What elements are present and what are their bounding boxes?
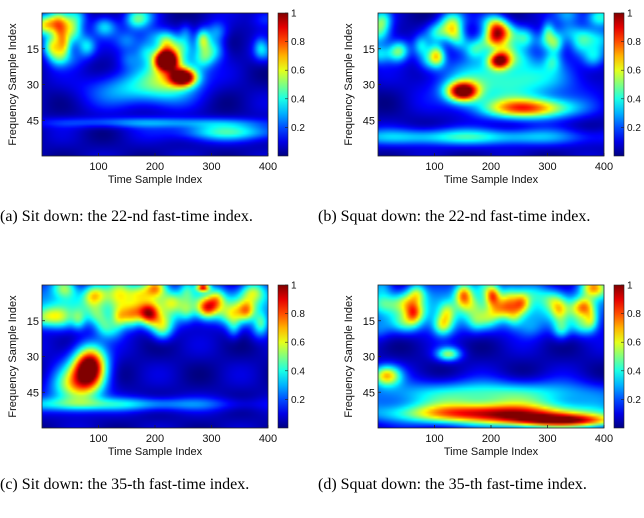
colorbar-tick-label: 1 <box>291 9 297 20</box>
colorbar-tick-label: 0.6 <box>627 66 641 77</box>
colorbar-tick-label: 0.2 <box>627 123 641 134</box>
caption-d: (d) Squat down: the 35-th fast-time inde… <box>318 476 587 493</box>
colorbar-tick-label: 0.8 <box>291 309 305 320</box>
x-tick-label: 300 <box>202 161 220 173</box>
colorbar-tick-label: 1 <box>291 281 297 292</box>
plot-frame <box>377 12 605 157</box>
colorbar <box>277 284 289 429</box>
colorbar-tick-label: 0.4 <box>627 366 641 377</box>
x-axis-label: Time Sample Index <box>108 174 203 186</box>
colorbar-tick-label: 0.8 <box>627 37 641 48</box>
x-tick-label: 200 <box>146 161 164 173</box>
x-tick-label: 300 <box>538 433 556 445</box>
y-tick-label: 45 <box>27 115 39 127</box>
colorbar-tick-label: 0.2 <box>291 395 305 406</box>
axes-a: 100 200 300 400 15 30 45 Time Sample Index Frequ… <box>7 9 305 187</box>
y-axis-label: Frequency Sample Index <box>7 23 19 146</box>
y-tick-label: 15 <box>27 316 39 328</box>
colorbar <box>613 12 625 157</box>
plot-frame <box>41 284 269 429</box>
x-tick-label: 100 <box>89 161 107 173</box>
y-axis-label: Frequency Sample Index <box>343 295 355 418</box>
y-tick-label: 30 <box>363 80 375 92</box>
y-tick-label: 15 <box>363 316 375 328</box>
subplot-d: 100 200 300 400 15 30 45 Time Sample Index Frequ… <box>336 280 644 475</box>
y-axis-label: Frequency Sample Index <box>7 295 19 418</box>
x-tick-label: 100 <box>89 433 107 445</box>
subplot-b: 100 200 300 400 15 30 45 Time Sample Index Frequ… <box>336 8 644 203</box>
plot-frame <box>377 284 605 429</box>
colorbar-tick-label: 0.4 <box>291 94 305 105</box>
y-tick-label: 30 <box>27 80 39 92</box>
heatmap-b <box>378 13 604 156</box>
x-tick-label: 200 <box>482 433 500 445</box>
colorbar-tick-label: 1 <box>627 9 633 20</box>
axes-b: 100 200 300 400 15 30 45 Time Sample Index Frequ… <box>343 9 641 187</box>
y-tick-label: 45 <box>27 387 39 399</box>
subplot-c: 100 200 300 400 15 30 45 Time Sample Index Frequ… <box>0 280 320 475</box>
x-tick-label: 400 <box>595 433 613 445</box>
y-axis-label: Frequency Sample Index <box>343 23 355 146</box>
colorbar-tick-label: 0.6 <box>291 66 305 77</box>
caption-c: (c) Sit down: the 35-th fast-time index. <box>0 476 250 493</box>
colorbar-tick-label: 0.6 <box>627 338 641 349</box>
heatmap-c <box>42 285 268 428</box>
x-tick-label: 300 <box>538 161 556 173</box>
x-tick-label: 100 <box>425 433 443 445</box>
x-tick-label: 400 <box>259 161 277 173</box>
colorbar-tick-label: 0.4 <box>291 366 305 377</box>
x-tick-label: 400 <box>595 161 613 173</box>
colorbar-tick-label: 0.8 <box>291 37 305 48</box>
colorbar-tick-label: 0.6 <box>291 338 305 349</box>
x-axis-label: Time Sample Index <box>444 446 539 458</box>
colorbar-tick-label: 1 <box>627 281 633 292</box>
y-tick-label: 30 <box>363 352 375 364</box>
x-axis-label: Time Sample Index <box>108 446 203 458</box>
colorbar-tick-label: 0.4 <box>627 94 641 105</box>
caption-b: (b) Squat down: the 22-nd fast-time inde… <box>318 208 591 225</box>
subplot-a: 100 200 300 400 15 30 45 Time Sample Index Frequ… <box>0 8 320 203</box>
x-tick-label: 400 <box>259 433 277 445</box>
x-tick-label: 200 <box>146 433 164 445</box>
axes-d: 100 200 300 400 15 30 45 Time Sample Index Frequ… <box>343 281 641 459</box>
colorbar <box>613 284 625 429</box>
plot-frame <box>41 12 269 157</box>
colorbar <box>277 12 289 157</box>
x-tick-label: 100 <box>425 161 443 173</box>
x-axis-label: Time Sample Index <box>444 174 539 186</box>
caption-a: (a) Sit down: the 22-nd fast-time index. <box>0 208 253 225</box>
x-tick-label: 300 <box>202 433 220 445</box>
heatmap-d <box>378 285 604 428</box>
y-tick-label: 15 <box>27 44 39 56</box>
colorbar-tick-label: 0.2 <box>627 395 641 406</box>
y-tick-label: 15 <box>363 44 375 56</box>
y-tick-label: 45 <box>363 387 375 399</box>
axes-c: 100 200 300 400 15 30 45 Time Sample Index Frequ… <box>7 281 305 459</box>
colorbar-tick-label: 0.8 <box>627 309 641 320</box>
y-tick-label: 30 <box>27 352 39 364</box>
colorbar-tick-label: 0.2 <box>291 123 305 134</box>
heatmap-a <box>42 13 268 156</box>
x-tick-label: 200 <box>482 161 500 173</box>
y-tick-label: 45 <box>363 115 375 127</box>
